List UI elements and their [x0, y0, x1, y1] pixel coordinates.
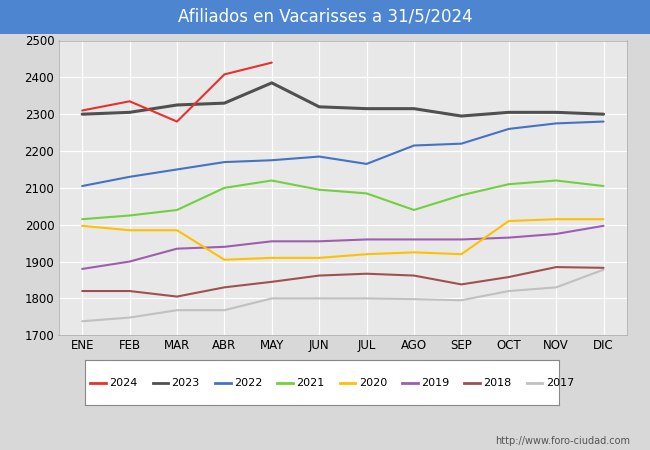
Text: 2023: 2023 — [172, 378, 200, 387]
Text: 2021: 2021 — [296, 378, 324, 387]
Text: 2017: 2017 — [546, 378, 574, 387]
Text: 2019: 2019 — [421, 378, 449, 387]
Text: 2024: 2024 — [109, 378, 138, 387]
Text: http://www.foro-ciudad.com: http://www.foro-ciudad.com — [495, 436, 630, 446]
Text: Afiliados en Vacarisses a 31/5/2024: Afiliados en Vacarisses a 31/5/2024 — [177, 8, 473, 26]
Text: 2022: 2022 — [234, 378, 262, 387]
Text: 2018: 2018 — [484, 378, 512, 387]
Text: 2020: 2020 — [359, 378, 387, 387]
